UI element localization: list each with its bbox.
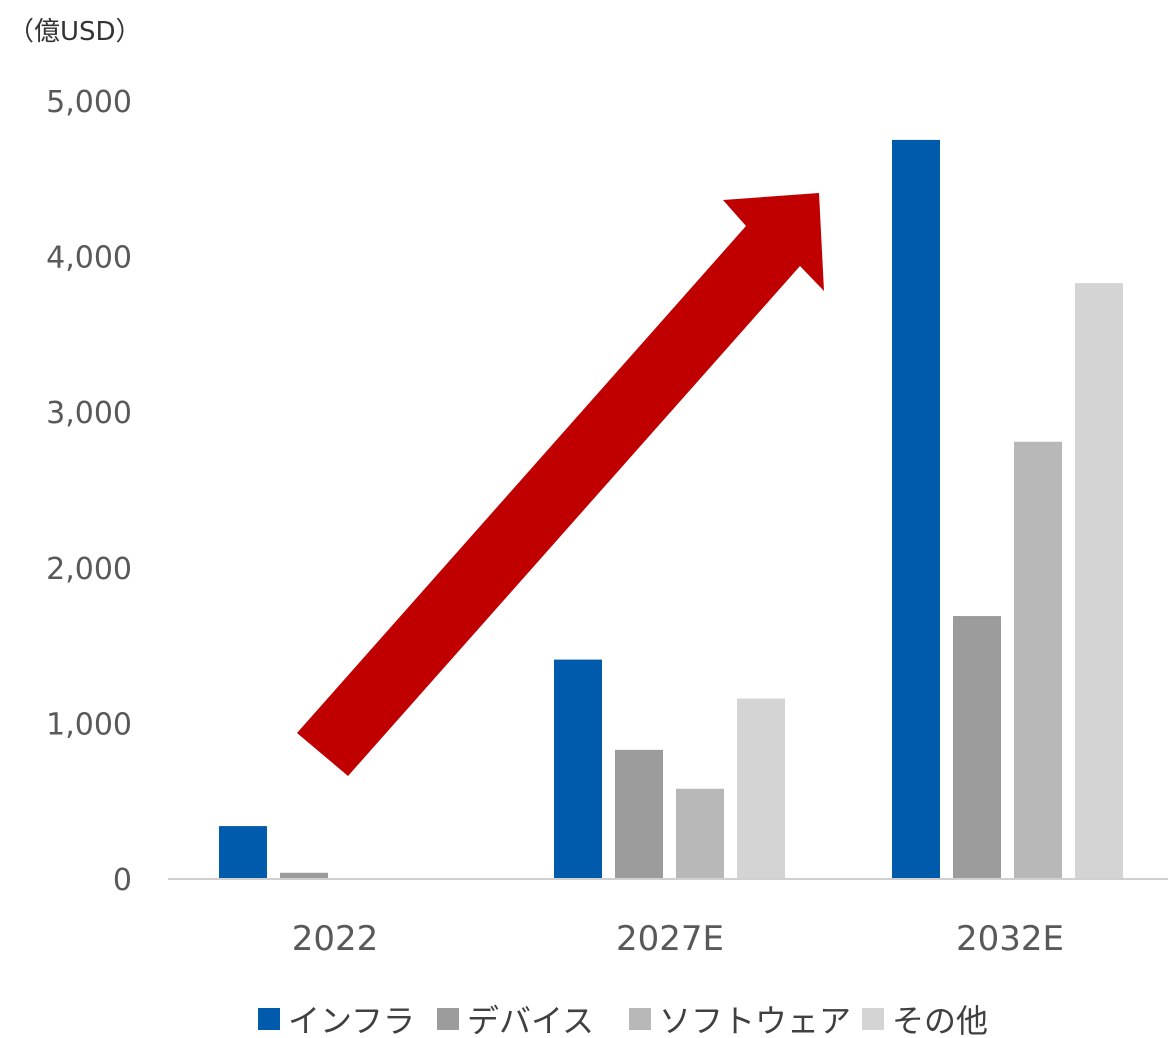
bar — [219, 826, 267, 879]
bar — [554, 659, 602, 879]
bar — [615, 749, 663, 879]
bars — [219, 139, 1123, 879]
legend-label: ソフトウェア — [659, 1002, 851, 1038]
legend-swatch — [629, 1008, 651, 1030]
legend-swatch — [437, 1008, 459, 1030]
x-tick-label: 2032E — [956, 919, 1064, 959]
bar — [1075, 283, 1123, 879]
bar — [953, 616, 1001, 879]
x-axis: 2022 2027E 2032E — [292, 919, 1064, 959]
y-tick-label: 1,000 — [46, 707, 132, 742]
legend: インフラ デバイス ソフトウェア その他 — [258, 1002, 988, 1038]
legend-label: インフラ — [288, 1002, 415, 1038]
bar — [676, 788, 724, 879]
growth-arrow — [297, 193, 824, 776]
x-tick-label: 2022 — [292, 919, 379, 959]
legend-swatch — [862, 1008, 884, 1030]
bar — [737, 698, 785, 879]
y-tick-label: 5,000 — [46, 85, 132, 120]
y-tick-label: 0 — [113, 863, 132, 898]
bar — [892, 139, 940, 879]
x-tick-label: 2027E — [616, 919, 724, 959]
y-tick-label: 3,000 — [46, 396, 132, 431]
y-tick-label: 2,000 — [46, 552, 132, 587]
unit-label: （億USD） — [8, 17, 142, 47]
y-axis: 0 1,000 2,000 3,000 4,000 5,000 — [46, 85, 132, 898]
y-tick-label: 4,000 — [46, 241, 132, 276]
bar — [280, 872, 328, 879]
legend-swatch — [258, 1008, 280, 1030]
bar — [1014, 441, 1062, 879]
legend-label: その他 — [892, 1002, 988, 1038]
legend-label: デバイス — [467, 1002, 594, 1038]
